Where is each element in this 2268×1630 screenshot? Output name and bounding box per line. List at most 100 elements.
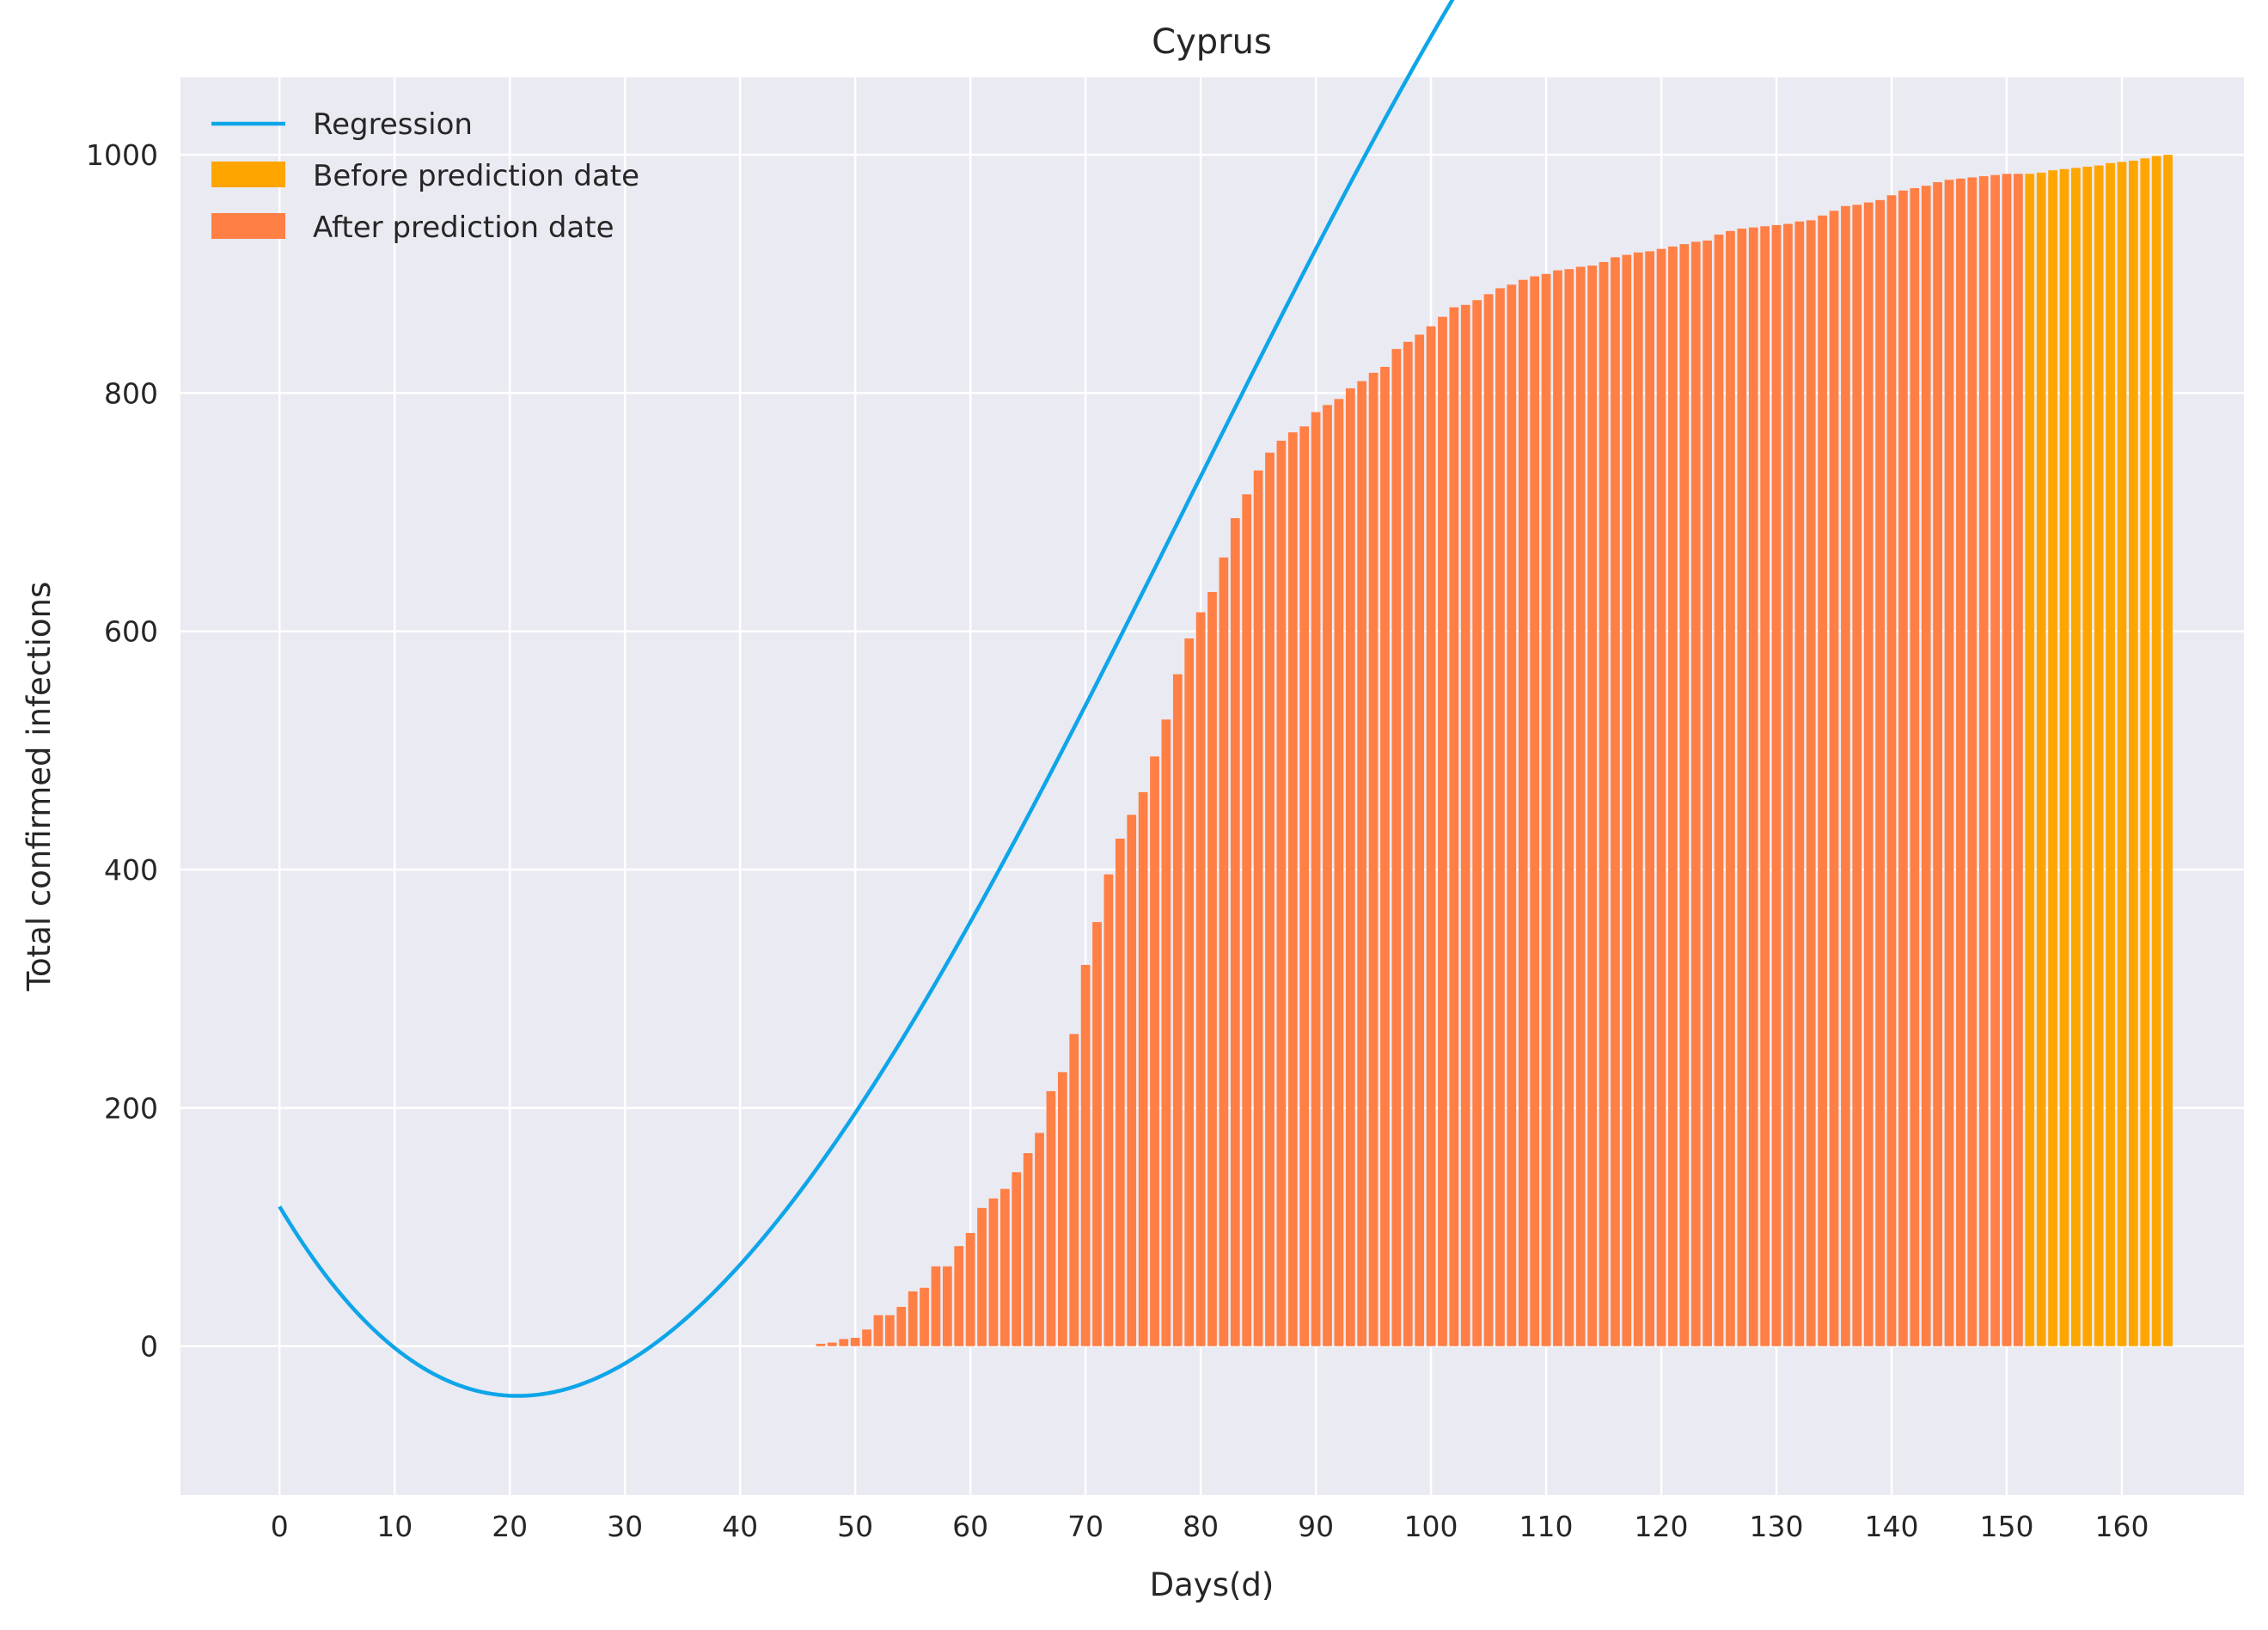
- bar-after-prediction: [1483, 294, 1494, 1346]
- y-tick-label: 800: [104, 376, 158, 410]
- bar-after-prediction: [1541, 273, 1551, 1346]
- x-axis-label: Days(d): [1150, 1566, 1275, 1603]
- x-tick-label: 70: [1067, 1510, 1103, 1543]
- y-tick-label: 200: [104, 1091, 158, 1125]
- bar-after-prediction: [1587, 266, 1598, 1346]
- bar-after-prediction: [1415, 334, 1425, 1346]
- x-tick-label: 130: [1750, 1510, 1804, 1543]
- bar-after-prediction: [1080, 964, 1091, 1346]
- bar-before-prediction: [2117, 162, 2127, 1346]
- bar-after-prediction: [1645, 251, 1654, 1346]
- bar-before-prediction: [2163, 155, 2173, 1346]
- bar-after-prediction: [1311, 412, 1321, 1346]
- bar-after-prediction: [1472, 300, 1482, 1346]
- bar-after-prediction: [1978, 176, 1989, 1346]
- bar-after-prediction: [908, 1291, 918, 1346]
- bar-after-prediction: [1357, 381, 1367, 1346]
- bar-after-prediction: [1495, 288, 1505, 1346]
- bar-after-prediction: [1426, 326, 1436, 1346]
- bars: [816, 155, 2173, 1346]
- legend-swatch-after: [211, 213, 285, 239]
- bar-after-prediction: [1057, 1071, 1067, 1346]
- bar-after-prediction: [1679, 244, 1690, 1346]
- bar-after-prediction: [1829, 211, 1839, 1346]
- x-tick-label: 150: [1979, 1510, 2033, 1543]
- bar-before-prediction: [2036, 172, 2046, 1346]
- y-tick-label: 1000: [86, 138, 158, 172]
- bar-after-prediction: [1023, 1153, 1033, 1346]
- bar-after-prediction: [1875, 199, 1885, 1346]
- bar-after-prediction: [1910, 187, 1920, 1346]
- bar-after-prediction: [931, 1266, 941, 1346]
- bar-after-prediction: [827, 1342, 837, 1346]
- regression-line: [278, 0, 1455, 1398]
- bar-after-prediction: [1622, 254, 1632, 1346]
- legend-label-after: After prediction date: [313, 211, 614, 245]
- bar-after-prediction: [1069, 1034, 1079, 1346]
- bar-after-prediction: [1391, 349, 1402, 1346]
- bar-after-prediction: [1046, 1090, 1056, 1346]
- bar-after-prediction: [954, 1246, 964, 1346]
- bar-after-prediction: [1714, 235, 1724, 1346]
- x-tick-label: 30: [607, 1510, 643, 1543]
- bar-after-prediction: [1656, 248, 1666, 1346]
- y-axis-label: Total confirmed infections: [21, 582, 58, 992]
- bar-before-prediction: [2025, 174, 2035, 1346]
- bar-after-prediction: [1127, 815, 1137, 1346]
- bar-after-prediction: [2014, 174, 2023, 1346]
- bar-after-prediction: [1138, 791, 1148, 1346]
- x-tick-label: 90: [1298, 1510, 1334, 1543]
- x-tick-label: 10: [376, 1510, 413, 1543]
- bar-after-prediction: [896, 1306, 907, 1346]
- bar-before-prediction: [2059, 168, 2069, 1346]
- bar-after-prediction: [1368, 372, 1379, 1346]
- y-tick-label: 600: [104, 615, 158, 649]
- bar-after-prediction: [1553, 270, 1562, 1346]
- x-tick-label: 110: [1519, 1510, 1574, 1543]
- bar-before-prediction: [2071, 168, 2081, 1346]
- bar-after-prediction: [1345, 388, 1355, 1346]
- bar-after-prediction: [1530, 276, 1540, 1346]
- bar-after-prediction: [1103, 874, 1114, 1346]
- x-tick-label: 120: [1635, 1510, 1689, 1543]
- bar-after-prediction: [873, 1315, 883, 1346]
- bar-after-prediction: [1115, 839, 1125, 1346]
- bar-after-prediction: [839, 1339, 849, 1346]
- bar-after-prediction: [1599, 261, 1609, 1346]
- bar-after-prediction: [1323, 405, 1332, 1346]
- bar-after-prediction: [1265, 452, 1275, 1346]
- x-tick-label: 60: [952, 1510, 988, 1543]
- bar-after-prediction: [1726, 230, 1735, 1346]
- bar-after-prediction: [1703, 240, 1712, 1346]
- bar-after-prediction: [2002, 174, 2012, 1346]
- bar-after-prediction: [1921, 186, 1931, 1346]
- y-tick-label: 400: [104, 853, 158, 887]
- bar-after-prediction: [1380, 366, 1390, 1346]
- bar-before-prediction: [2151, 156, 2161, 1346]
- bar-after-prediction: [1933, 182, 1942, 1346]
- bar-before-prediction: [2094, 165, 2104, 1346]
- bar-after-prediction: [1207, 591, 1217, 1346]
- bar-before-prediction: [2106, 162, 2115, 1346]
- bar-after-prediction: [1818, 215, 1827, 1346]
- bar-after-prediction: [1760, 226, 1770, 1346]
- x-tick-label: 50: [837, 1510, 873, 1543]
- bar-after-prediction: [862, 1329, 871, 1346]
- legend: Regression Before prediction date After …: [211, 107, 639, 245]
- bar-after-prediction: [1575, 266, 1586, 1346]
- bar-after-prediction: [1253, 470, 1263, 1346]
- bar-after-prediction: [1161, 719, 1171, 1346]
- bar-after-prediction: [1990, 174, 2000, 1346]
- bar-after-prediction: [1771, 224, 1782, 1346]
- bar-after-prediction: [1438, 316, 1447, 1346]
- bar-after-prediction: [1000, 1188, 1010, 1346]
- bar-after-prediction: [920, 1287, 929, 1346]
- bar-after-prediction: [1287, 432, 1298, 1346]
- bar-before-prediction: [2140, 158, 2150, 1346]
- bar-after-prediction: [1633, 252, 1643, 1346]
- bar-after-prediction: [1956, 178, 1965, 1346]
- bar-after-prediction: [988, 1198, 999, 1346]
- y-tick-label: 0: [140, 1330, 158, 1364]
- bar-after-prediction: [1035, 1132, 1044, 1346]
